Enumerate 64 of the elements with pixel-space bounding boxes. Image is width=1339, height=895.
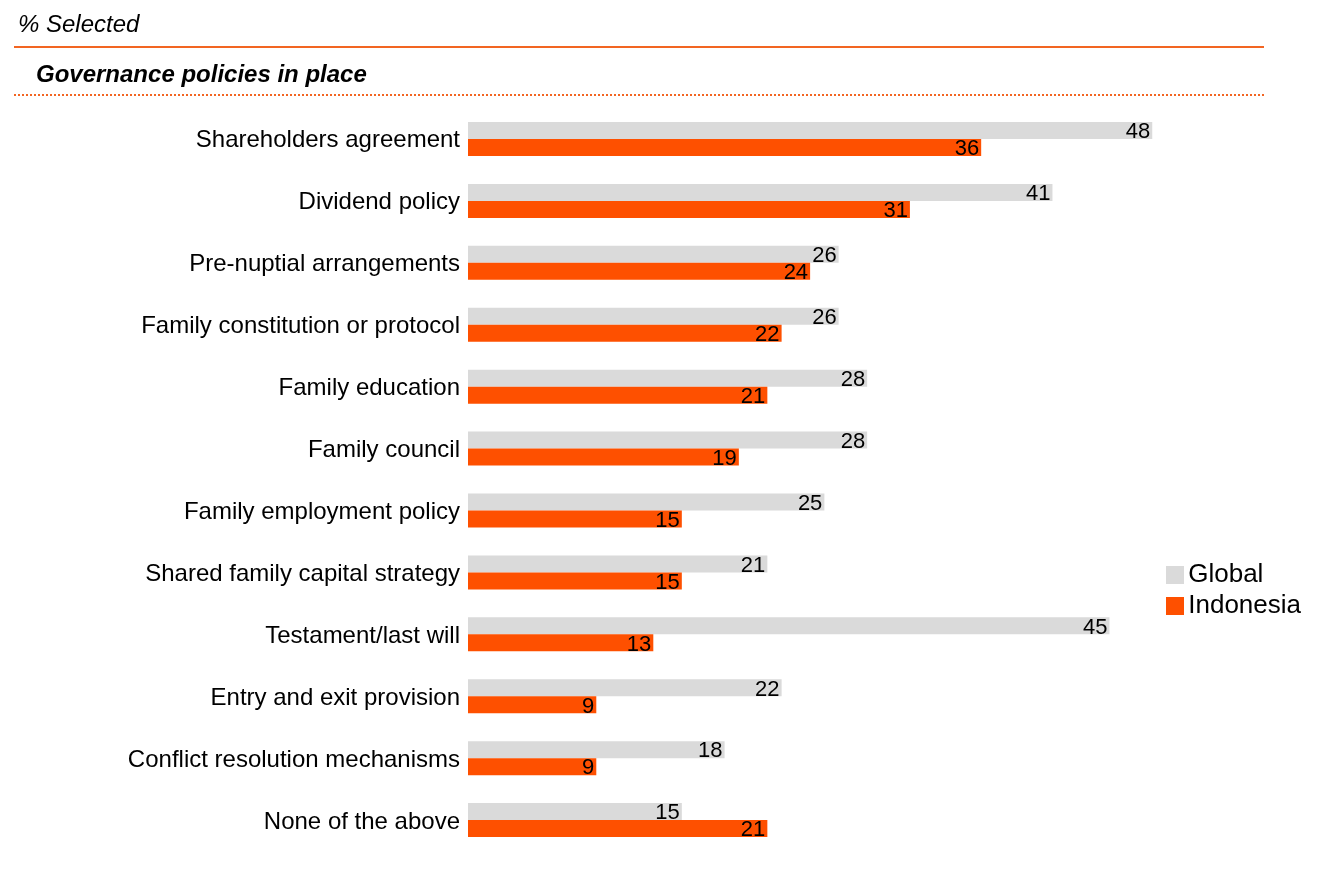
data-label: 15 — [655, 568, 680, 594]
bar — [468, 741, 725, 759]
data-label: 9 — [582, 754, 595, 780]
data-label: 22 — [755, 675, 780, 701]
bar — [468, 696, 597, 714]
y-tick-label: Family education — [278, 373, 460, 401]
y-tick-label: Shared family capital strategy — [145, 558, 460, 586]
legend-label: Indonesia — [1188, 588, 1301, 619]
bar — [468, 307, 839, 325]
data-label: 36 — [954, 135, 980, 161]
data-label: 26 — [812, 242, 837, 268]
bar — [468, 139, 982, 156]
bar — [468, 386, 768, 404]
data-label: 48 — [1125, 118, 1151, 144]
bar — [468, 493, 825, 511]
bar — [468, 245, 839, 263]
data-label: 13 — [626, 630, 652, 656]
legend-label: Global — [1188, 557, 1264, 588]
data-label: 19 — [712, 444, 737, 470]
data-label: 18 — [698, 737, 723, 763]
data-label: 24 — [783, 259, 809, 285]
data-label: 22 — [755, 321, 780, 347]
y-tick-label: Conflict resolution mechanisms — [127, 744, 460, 772]
y-tick-label: Entry and exit provision — [210, 682, 460, 710]
y-tick-label: None of the above — [263, 806, 460, 834]
bar — [468, 820, 768, 838]
y-tick-label: Family constitution or protocol — [141, 311, 460, 339]
data-label: 31 — [883, 197, 908, 223]
text: % Selected — [17, 9, 141, 39]
data-label: 15 — [655, 506, 680, 532]
bar — [468, 679, 782, 697]
data-label: 28 — [840, 427, 866, 453]
data-label: 15 — [655, 799, 680, 825]
data-label: 25 — [797, 489, 823, 515]
bar — [468, 183, 1053, 201]
data-label: 41 — [1025, 180, 1051, 206]
bar — [468, 758, 597, 776]
y-tick-label: Dividend policy — [298, 187, 460, 215]
data-label: 21 — [740, 551, 766, 577]
bar — [468, 448, 739, 466]
bar — [468, 803, 682, 821]
text: Governance policies in place — [35, 59, 368, 89]
data-label: 28 — [840, 365, 866, 391]
y-tick-label: Family employment policy — [183, 496, 460, 524]
bar — [468, 617, 1110, 635]
data-label: 26 — [812, 304, 837, 330]
y-tick-label: Family council — [307, 435, 460, 463]
data-label: 21 — [740, 816, 766, 842]
bar — [468, 324, 782, 342]
y-tick-label: Pre-nuptial arrangements — [189, 249, 460, 277]
bar — [468, 555, 768, 573]
bar — [468, 200, 910, 218]
bar — [468, 262, 811, 280]
bar — [468, 634, 654, 652]
bar — [468, 431, 868, 449]
data-label: 21 — [740, 382, 766, 408]
y-tick-label: Shareholders agreement — [195, 125, 461, 153]
data-label: 45 — [1082, 613, 1108, 639]
data-label: 9 — [582, 692, 595, 718]
bar — [468, 572, 682, 590]
bar — [468, 510, 682, 528]
y-tick-label: Testament/last will — [265, 620, 460, 648]
bar — [468, 369, 868, 387]
bar — [468, 122, 1153, 139]
